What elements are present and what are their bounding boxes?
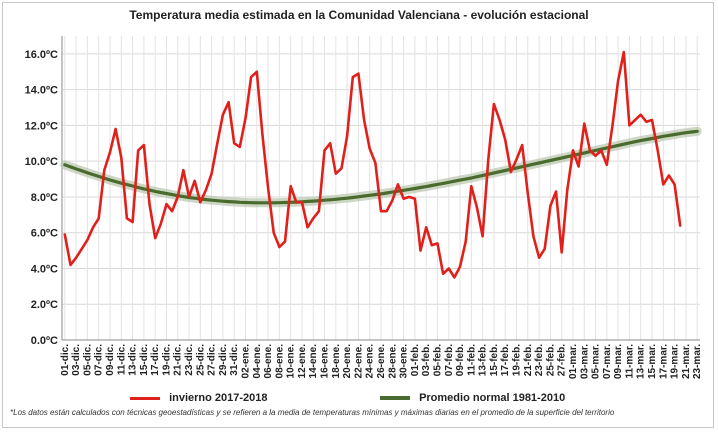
x-tick-label: 19-dic. <box>161 344 172 376</box>
x-tick-label: 03-mar. <box>579 344 590 379</box>
x-tick-label: 01-mar. <box>568 344 579 379</box>
x-tick-label: 21-dic. <box>173 344 184 376</box>
x-tick-label: 05-dic. <box>82 344 93 376</box>
y-tick-label: 8.0ºC <box>31 192 58 204</box>
x-tick-label: 14-ene. <box>308 344 319 379</box>
y-tick-label: 4.0ºC <box>31 263 58 275</box>
x-tick-label: 16-ene. <box>320 344 331 379</box>
footnote: *Los datos están calculados con técnicas… <box>10 408 615 417</box>
x-tick-label: 30-ene. <box>399 344 410 379</box>
x-tick-label: 15-feb. <box>489 344 500 376</box>
x-tick-label: 12-ene. <box>297 344 308 379</box>
series-line-invierno <box>63 50 682 279</box>
y-tick-label: 10.0ºC <box>25 156 58 168</box>
x-tick-label: 21-feb. <box>523 344 534 376</box>
x-tick-label: 09-mar. <box>613 344 624 379</box>
x-tick-label: 08-ene. <box>274 344 285 379</box>
x-tick-label: 20-ene. <box>342 344 353 379</box>
x-tick-label: 21-mar. <box>681 344 692 379</box>
x-tick-label: 23-feb. <box>534 344 545 376</box>
x-tick-label: 09-dic. <box>105 344 116 376</box>
x-tick-label: 25-feb. <box>545 344 556 376</box>
x-tick-label: 09-feb. <box>455 344 466 376</box>
x-tick-label: 13-feb. <box>478 344 489 376</box>
x-tick-label: 07-feb. <box>444 344 455 376</box>
x-tick-label: 11-feb. <box>466 344 477 376</box>
grid-lines <box>62 36 700 341</box>
x-tick-label: 05-mar. <box>591 344 602 379</box>
x-tick-label: 22-ene. <box>353 344 364 379</box>
x-tick-label: 24-ene. <box>365 344 376 379</box>
x-tick-label: 29-dic. <box>218 344 229 376</box>
x-tick-label: 28-ene. <box>387 344 398 379</box>
x-tick-label: 07-dic. <box>94 344 105 376</box>
x-tick-label: 10-ene. <box>286 344 297 379</box>
x-tick-label: 25-dic. <box>195 344 206 376</box>
x-tick-label: 05-feb. <box>432 344 443 376</box>
x-tick-label: 27-feb. <box>557 344 568 376</box>
x-tick-label: 03-dic. <box>71 344 82 376</box>
x-tick-label: 07-mar. <box>602 344 613 379</box>
series-lines <box>60 50 702 279</box>
x-tick-label: 26-ene. <box>376 344 387 379</box>
y-tick-label: 14.0ºC <box>25 85 58 97</box>
x-tick-label: 17-feb. <box>500 344 511 376</box>
x-tick-label: 04-ene. <box>252 344 263 379</box>
legend-swatch-promedio <box>380 396 410 401</box>
x-tick-label: 19-feb. <box>512 344 523 376</box>
legend-swatch-invierno <box>130 396 160 400</box>
legend-label-promedio: Promedio normal 1981-2010 <box>419 392 566 404</box>
x-tick-label: 23-dic. <box>184 344 195 376</box>
x-tick-label: 11-dic. <box>116 344 127 375</box>
x-tick-label: 15-dic. <box>139 344 150 376</box>
x-axis-ticks: 01-dic. 03-dic. 05-dic. 07-dic. 09-dic. 11-di… <box>60 344 703 379</box>
y-tick-label: 2.0ºC <box>31 299 58 311</box>
y-tick-label: 16.0ºC <box>25 49 58 61</box>
x-tick-label: 13-dic. <box>128 344 139 376</box>
x-tick-label: 02-ene. <box>240 344 251 379</box>
legend-item-promedio: Promedio normal 1981-2010 <box>380 392 565 404</box>
x-tick-label: 27-dic. <box>207 344 218 376</box>
x-tick-label: 03-feb. <box>421 344 432 376</box>
y-axis-ticks: 0.0ºC 2.0ºC 4.0ºC 6.0ºC 8.0ºC 10.0ºC 12.0ºC 14.… <box>25 49 58 347</box>
x-tick-label: 06-ene. <box>263 344 274 379</box>
legend-item-invierno: invierno 2017-2018 <box>130 392 268 404</box>
x-tick-label: 01-dic. <box>60 344 71 376</box>
x-tick-label: 01-feb. <box>410 344 421 376</box>
x-tick-label: 19-mar. <box>670 344 681 379</box>
x-tick-label: 17-mar. <box>658 344 669 379</box>
legend-label-invierno: invierno 2017-2018 <box>169 392 268 404</box>
x-tick-label: 17-dic. <box>150 344 161 376</box>
x-tick-label: 13-mar. <box>636 344 647 379</box>
y-tick-label: 12.0ºC <box>25 120 58 132</box>
x-tick-label: 31-dic. <box>229 344 240 376</box>
x-tick-label: 18-ene. <box>331 344 342 379</box>
x-tick-label: 23-mar. <box>692 344 703 379</box>
chart-title: Temperatura media estimada en la Comunid… <box>129 8 589 22</box>
y-tick-label: 6.0ºC <box>31 228 58 240</box>
x-tick-label: 11-mar. <box>624 344 635 379</box>
y-tick-label: 0.0ºC <box>31 335 58 347</box>
x-tick-label: 15-mar. <box>647 344 658 379</box>
axes <box>61 36 700 341</box>
